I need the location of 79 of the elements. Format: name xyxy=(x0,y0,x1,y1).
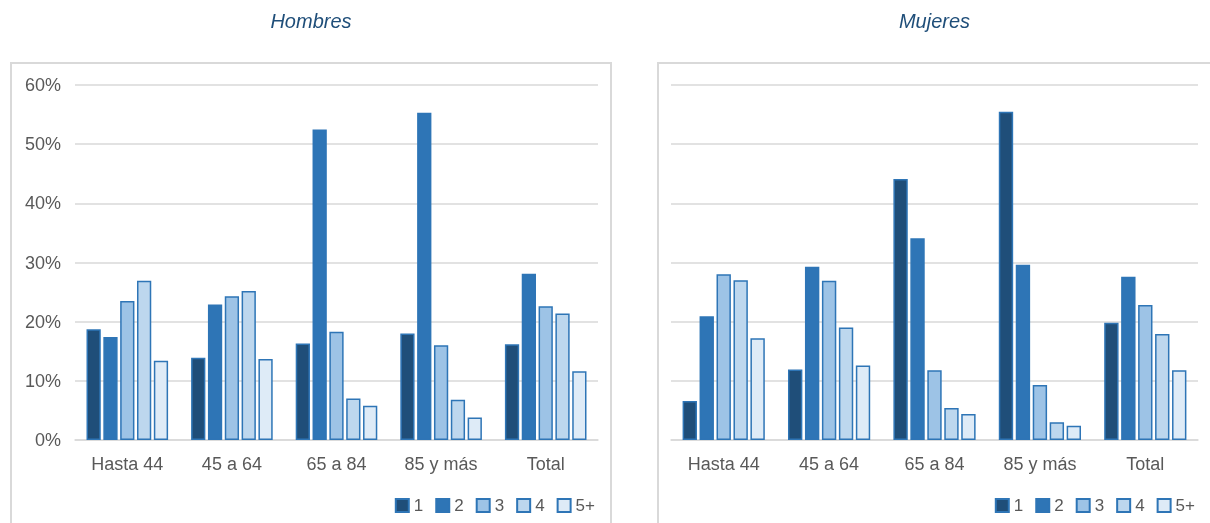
x-tick-label: 45 a 64 xyxy=(201,454,262,474)
bar xyxy=(329,331,344,440)
bar xyxy=(1066,425,1082,440)
bar xyxy=(241,290,256,440)
bar xyxy=(224,296,240,440)
y-tick-label: 0% xyxy=(34,430,61,450)
bar xyxy=(682,400,697,440)
bar xyxy=(699,316,714,440)
bar xyxy=(538,306,553,440)
x-tick-label: 45 a 64 xyxy=(799,454,860,474)
chart-title: Hombres xyxy=(269,10,353,33)
bar xyxy=(716,274,731,440)
x-tick-label: 65 a 84 xyxy=(904,454,965,474)
bar xyxy=(450,399,466,440)
bar xyxy=(521,273,536,440)
x-tick-label: Total xyxy=(1126,454,1165,474)
legend-label: 2 xyxy=(454,496,464,515)
bar xyxy=(572,371,587,440)
bar xyxy=(86,329,101,440)
legend-label: 4 xyxy=(1135,496,1145,515)
bar xyxy=(120,300,135,440)
x-tick-label: Hasta 44 xyxy=(687,454,760,474)
bar xyxy=(258,358,273,440)
bar xyxy=(295,343,310,440)
x-tick-label: Total xyxy=(526,454,565,474)
bar xyxy=(346,398,361,440)
legend-label: 2 xyxy=(1054,496,1064,515)
legend-label: 1 xyxy=(413,496,424,515)
x-tick-label: Hasta 44 xyxy=(91,454,164,474)
x-tick-label: 85 y más xyxy=(404,454,478,474)
legend-label: 3 xyxy=(1094,496,1105,515)
bar xyxy=(944,408,959,440)
chart-title: Mujeres xyxy=(897,10,972,33)
bar xyxy=(1138,305,1153,440)
bar xyxy=(191,357,206,440)
bar xyxy=(504,344,520,440)
bar xyxy=(998,111,1014,440)
bar xyxy=(733,280,748,440)
bar xyxy=(417,112,432,440)
bar xyxy=(838,327,854,440)
bar xyxy=(207,304,223,440)
bar xyxy=(1172,370,1187,440)
y-tick-label: 40% xyxy=(24,193,61,214)
legend-label: 5+ xyxy=(1175,496,1196,515)
bar xyxy=(312,129,327,440)
y-tick-label: 20% xyxy=(24,311,61,332)
bar xyxy=(433,345,449,440)
bar xyxy=(893,179,908,440)
y-tick-label: 30% xyxy=(24,252,61,273)
legend-label: 1 xyxy=(1013,496,1024,515)
bar xyxy=(153,360,169,440)
bar xyxy=(137,280,152,440)
bar xyxy=(363,405,378,440)
bar xyxy=(400,333,415,440)
bar xyxy=(1032,384,1048,440)
bar xyxy=(750,338,765,440)
bar xyxy=(787,369,803,440)
bar xyxy=(1104,322,1119,440)
bar xyxy=(467,417,482,440)
legend-label: 5+ xyxy=(575,496,596,515)
bar xyxy=(1155,334,1170,440)
x-tick-label: 65 a 84 xyxy=(306,454,367,474)
legend-label: 4 xyxy=(535,496,545,515)
y-tick-label: 60% xyxy=(24,75,61,95)
bar xyxy=(103,337,118,440)
bar xyxy=(855,365,871,440)
legend-label: 3 xyxy=(494,496,505,515)
x-tick-label: 85 y más xyxy=(1003,454,1077,474)
bar xyxy=(927,370,942,440)
y-tick-label: 50% xyxy=(24,134,61,155)
bar xyxy=(821,280,837,440)
bar xyxy=(1049,422,1065,440)
bar xyxy=(961,413,976,440)
bar xyxy=(910,238,925,440)
bar xyxy=(1121,276,1136,440)
bar xyxy=(555,313,570,440)
bar xyxy=(1015,264,1031,440)
y-tick-label: 10% xyxy=(24,370,61,391)
bar xyxy=(804,266,820,440)
